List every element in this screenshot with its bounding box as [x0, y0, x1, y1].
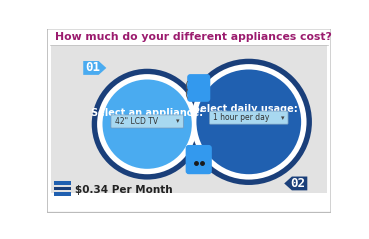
Circle shape: [196, 70, 301, 174]
Bar: [51, 45, 327, 193]
FancyArrow shape: [284, 177, 307, 190]
Circle shape: [103, 80, 192, 169]
Circle shape: [97, 74, 197, 174]
FancyArrow shape: [83, 61, 106, 75]
Bar: [54, 186, 71, 190]
Text: ▾: ▾: [281, 115, 284, 121]
FancyBboxPatch shape: [186, 145, 212, 174]
Circle shape: [186, 59, 312, 185]
Text: 1 hour per day: 1 hour per day: [213, 113, 270, 122]
FancyBboxPatch shape: [47, 29, 331, 213]
Circle shape: [191, 64, 307, 179]
Text: (: (: [184, 88, 187, 98]
Text: 01: 01: [86, 61, 101, 75]
Text: ▾: ▾: [176, 119, 179, 125]
FancyBboxPatch shape: [210, 111, 288, 124]
Text: How much do your different appliances cost?: How much do your different appliances co…: [55, 32, 332, 42]
Text: 42" LCD TV: 42" LCD TV: [115, 117, 158, 126]
FancyBboxPatch shape: [111, 115, 183, 128]
FancyBboxPatch shape: [187, 74, 210, 102]
Text: (: (: [184, 81, 187, 91]
Text: Select an appliance:: Select an appliance:: [91, 108, 203, 118]
Text: Select daily usage:: Select daily usage:: [193, 104, 297, 114]
Bar: [54, 181, 71, 185]
Circle shape: [92, 69, 203, 179]
Text: 02: 02: [290, 177, 305, 190]
Text: $0.34 Per Month: $0.34 Per Month: [75, 185, 172, 195]
Bar: [54, 192, 71, 196]
